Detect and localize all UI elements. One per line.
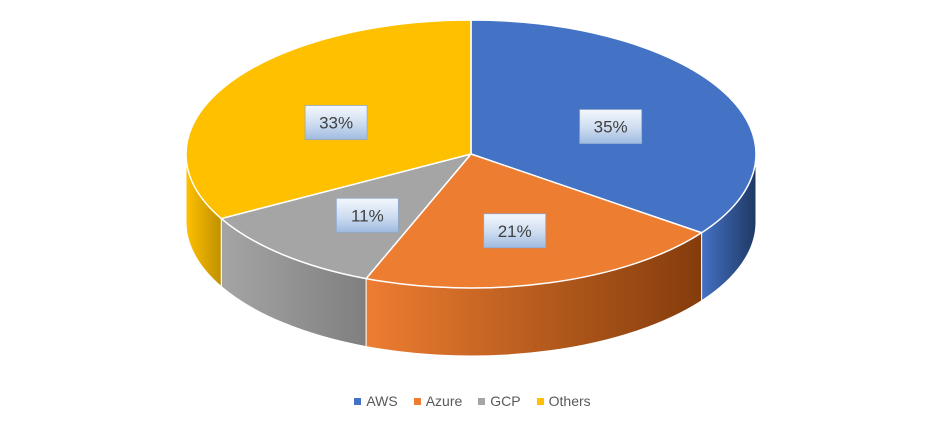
legend-swatch	[478, 397, 486, 405]
legend-item-azure: Azure	[413, 393, 463, 409]
legend-label: Azure	[425, 393, 463, 409]
data-label-box	[304, 105, 368, 140]
data-label-azure: 21%	[483, 213, 547, 249]
legend-label: GCP	[490, 393, 521, 409]
data-label-box	[483, 213, 547, 249]
data-label-aws: 35%	[579, 109, 643, 144]
legend-item-others: Others	[536, 393, 591, 409]
legend-swatch	[536, 397, 544, 405]
data-label-text: 11%	[351, 206, 384, 225]
legend-swatch	[413, 397, 421, 405]
data-label-text: 35%	[594, 118, 628, 137]
data-label-box	[335, 197, 399, 233]
legend-label: AWS	[366, 393, 398, 409]
legend-item-gcp: GCP	[478, 393, 521, 409]
legend-item-aws: AWS	[354, 393, 398, 409]
data-label-box	[579, 109, 643, 144]
pie-top-faces	[185, 19, 757, 289]
data-label-text: 21%	[498, 222, 532, 241]
legend-swatch	[354, 397, 362, 405]
data-label-text: 33%	[319, 113, 353, 132]
data-label-gcp: 11%	[335, 197, 399, 233]
pie-data-labels: 35% 21% 11% 33%	[304, 105, 643, 249]
legend-label: Others	[548, 393, 591, 409]
chart-legend: AWS Azure GCP Others	[0, 390, 945, 412]
data-label-others: 33%	[304, 105, 368, 140]
pie-chart-canvas: 35% 21% 11% 33%	[185, 19, 757, 357]
